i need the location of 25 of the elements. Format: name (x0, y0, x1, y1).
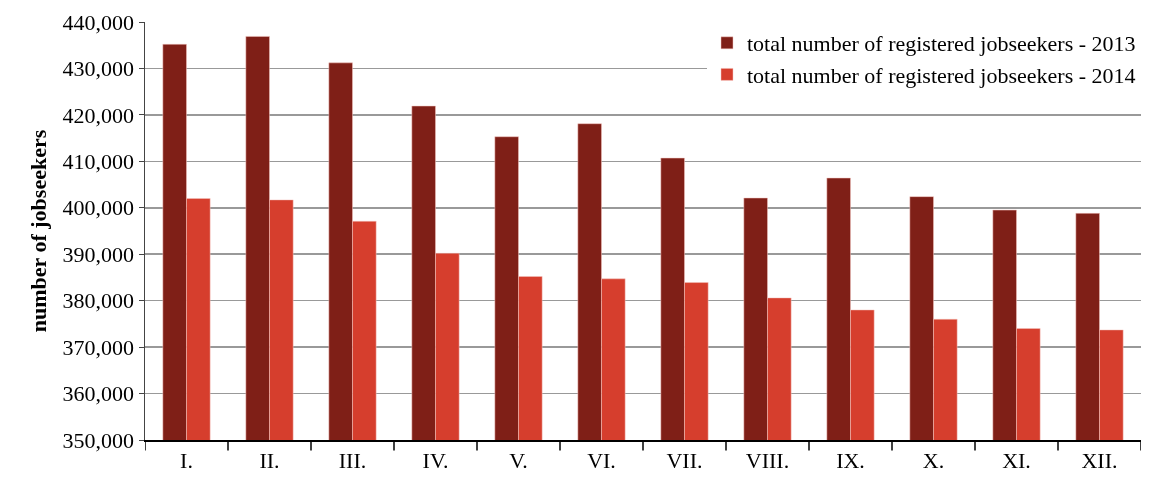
legend-label: total number of registered jobseekers - 2013 (747, 31, 1136, 57)
x-tick-label: IX. (836, 447, 865, 473)
x-tick-label: VIII. (745, 447, 790, 473)
x-tick-label: II. (259, 447, 280, 473)
y-tick-label: 400,000 (62, 195, 135, 221)
x-tick-label: XI. (1002, 447, 1031, 473)
x-tick-label: III. (338, 447, 367, 473)
y-tick-label: 420,000 (62, 102, 135, 128)
x-tick-label: X. (922, 447, 945, 473)
x-tick-label: IV. (422, 447, 449, 473)
y-tick-label: 390,000 (62, 241, 135, 267)
legend-label: total number of registered jobseekers - 2014 (747, 62, 1136, 88)
y-axis-title: number of jobseekers (25, 129, 51, 333)
y-tick-label: 380,000 (62, 288, 135, 314)
x-tick-label: XII. (1081, 447, 1118, 473)
y-tick-label: 410,000 (62, 149, 135, 175)
y-tick-label: 360,000 (62, 381, 135, 407)
y-tick-label: 370,000 (62, 334, 135, 360)
y-tick-label: 440,000 (62, 9, 135, 35)
x-tick-label: I. (180, 447, 193, 473)
y-tick-label: 350,000 (62, 427, 135, 453)
x-tick-label: VI. (587, 447, 616, 473)
x-tick-label: VII. (666, 447, 703, 473)
x-tick-label: V. (509, 447, 528, 473)
y-tick-label: 430,000 (62, 56, 135, 82)
